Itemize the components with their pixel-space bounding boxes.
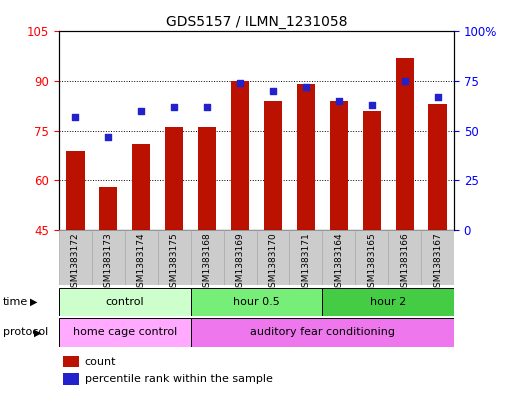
- Text: GSM1383167: GSM1383167: [433, 233, 442, 294]
- Point: [203, 104, 211, 110]
- Text: GSM1383169: GSM1383169: [235, 233, 245, 294]
- Text: GSM1383164: GSM1383164: [334, 233, 343, 293]
- Bar: [59, 288, 191, 316]
- Text: count: count: [85, 356, 116, 367]
- Text: GSM1383166: GSM1383166: [400, 233, 409, 294]
- Bar: [63, 356, 79, 367]
- Bar: [231, 81, 249, 230]
- Point: [71, 114, 80, 120]
- Text: ▶: ▶: [34, 327, 42, 338]
- Bar: [100, 187, 117, 230]
- Text: GSM1383168: GSM1383168: [203, 233, 212, 294]
- Point: [269, 88, 277, 94]
- Bar: [264, 101, 282, 230]
- Text: ▶: ▶: [30, 297, 37, 307]
- Bar: [191, 318, 454, 347]
- Point: [104, 134, 112, 140]
- Bar: [396, 58, 413, 230]
- Bar: [363, 111, 381, 230]
- Bar: [165, 127, 183, 230]
- Bar: [322, 230, 355, 285]
- Text: protocol: protocol: [3, 327, 48, 338]
- Text: control: control: [106, 297, 144, 307]
- Text: GSM1383171: GSM1383171: [301, 233, 310, 294]
- Text: auditory fear conditioning: auditory fear conditioning: [250, 327, 395, 338]
- Text: time: time: [3, 297, 28, 307]
- Text: GSM1383173: GSM1383173: [104, 233, 113, 294]
- Point: [401, 78, 409, 84]
- Point: [170, 104, 179, 110]
- Point: [368, 102, 376, 108]
- Bar: [191, 288, 322, 316]
- Text: hour 2: hour 2: [370, 297, 406, 307]
- Text: GSM1383172: GSM1383172: [71, 233, 80, 293]
- Point: [302, 84, 310, 90]
- Text: GSM1383170: GSM1383170: [268, 233, 278, 294]
- Bar: [66, 151, 85, 230]
- Title: GDS5157 / ILMN_1231058: GDS5157 / ILMN_1231058: [166, 15, 347, 29]
- Bar: [256, 230, 289, 285]
- Bar: [355, 230, 388, 285]
- Bar: [322, 288, 454, 316]
- Bar: [224, 230, 256, 285]
- Bar: [191, 230, 224, 285]
- Bar: [388, 230, 421, 285]
- Bar: [297, 84, 315, 230]
- Bar: [428, 104, 447, 230]
- Bar: [63, 373, 79, 385]
- Bar: [198, 127, 216, 230]
- Text: home cage control: home cage control: [73, 327, 177, 338]
- Bar: [158, 230, 191, 285]
- Text: hour 0.5: hour 0.5: [233, 297, 280, 307]
- Bar: [330, 101, 348, 230]
- Bar: [59, 230, 92, 285]
- Point: [433, 94, 442, 100]
- Bar: [132, 144, 150, 230]
- Bar: [92, 230, 125, 285]
- Point: [137, 108, 145, 114]
- Bar: [59, 318, 191, 347]
- Point: [334, 98, 343, 104]
- Point: [236, 80, 244, 86]
- Bar: [421, 230, 454, 285]
- Bar: [125, 230, 158, 285]
- Text: GSM1383165: GSM1383165: [367, 233, 376, 294]
- Bar: [289, 230, 322, 285]
- Text: GSM1383174: GSM1383174: [137, 233, 146, 293]
- Text: GSM1383175: GSM1383175: [170, 233, 179, 294]
- Text: percentile rank within the sample: percentile rank within the sample: [85, 374, 272, 384]
